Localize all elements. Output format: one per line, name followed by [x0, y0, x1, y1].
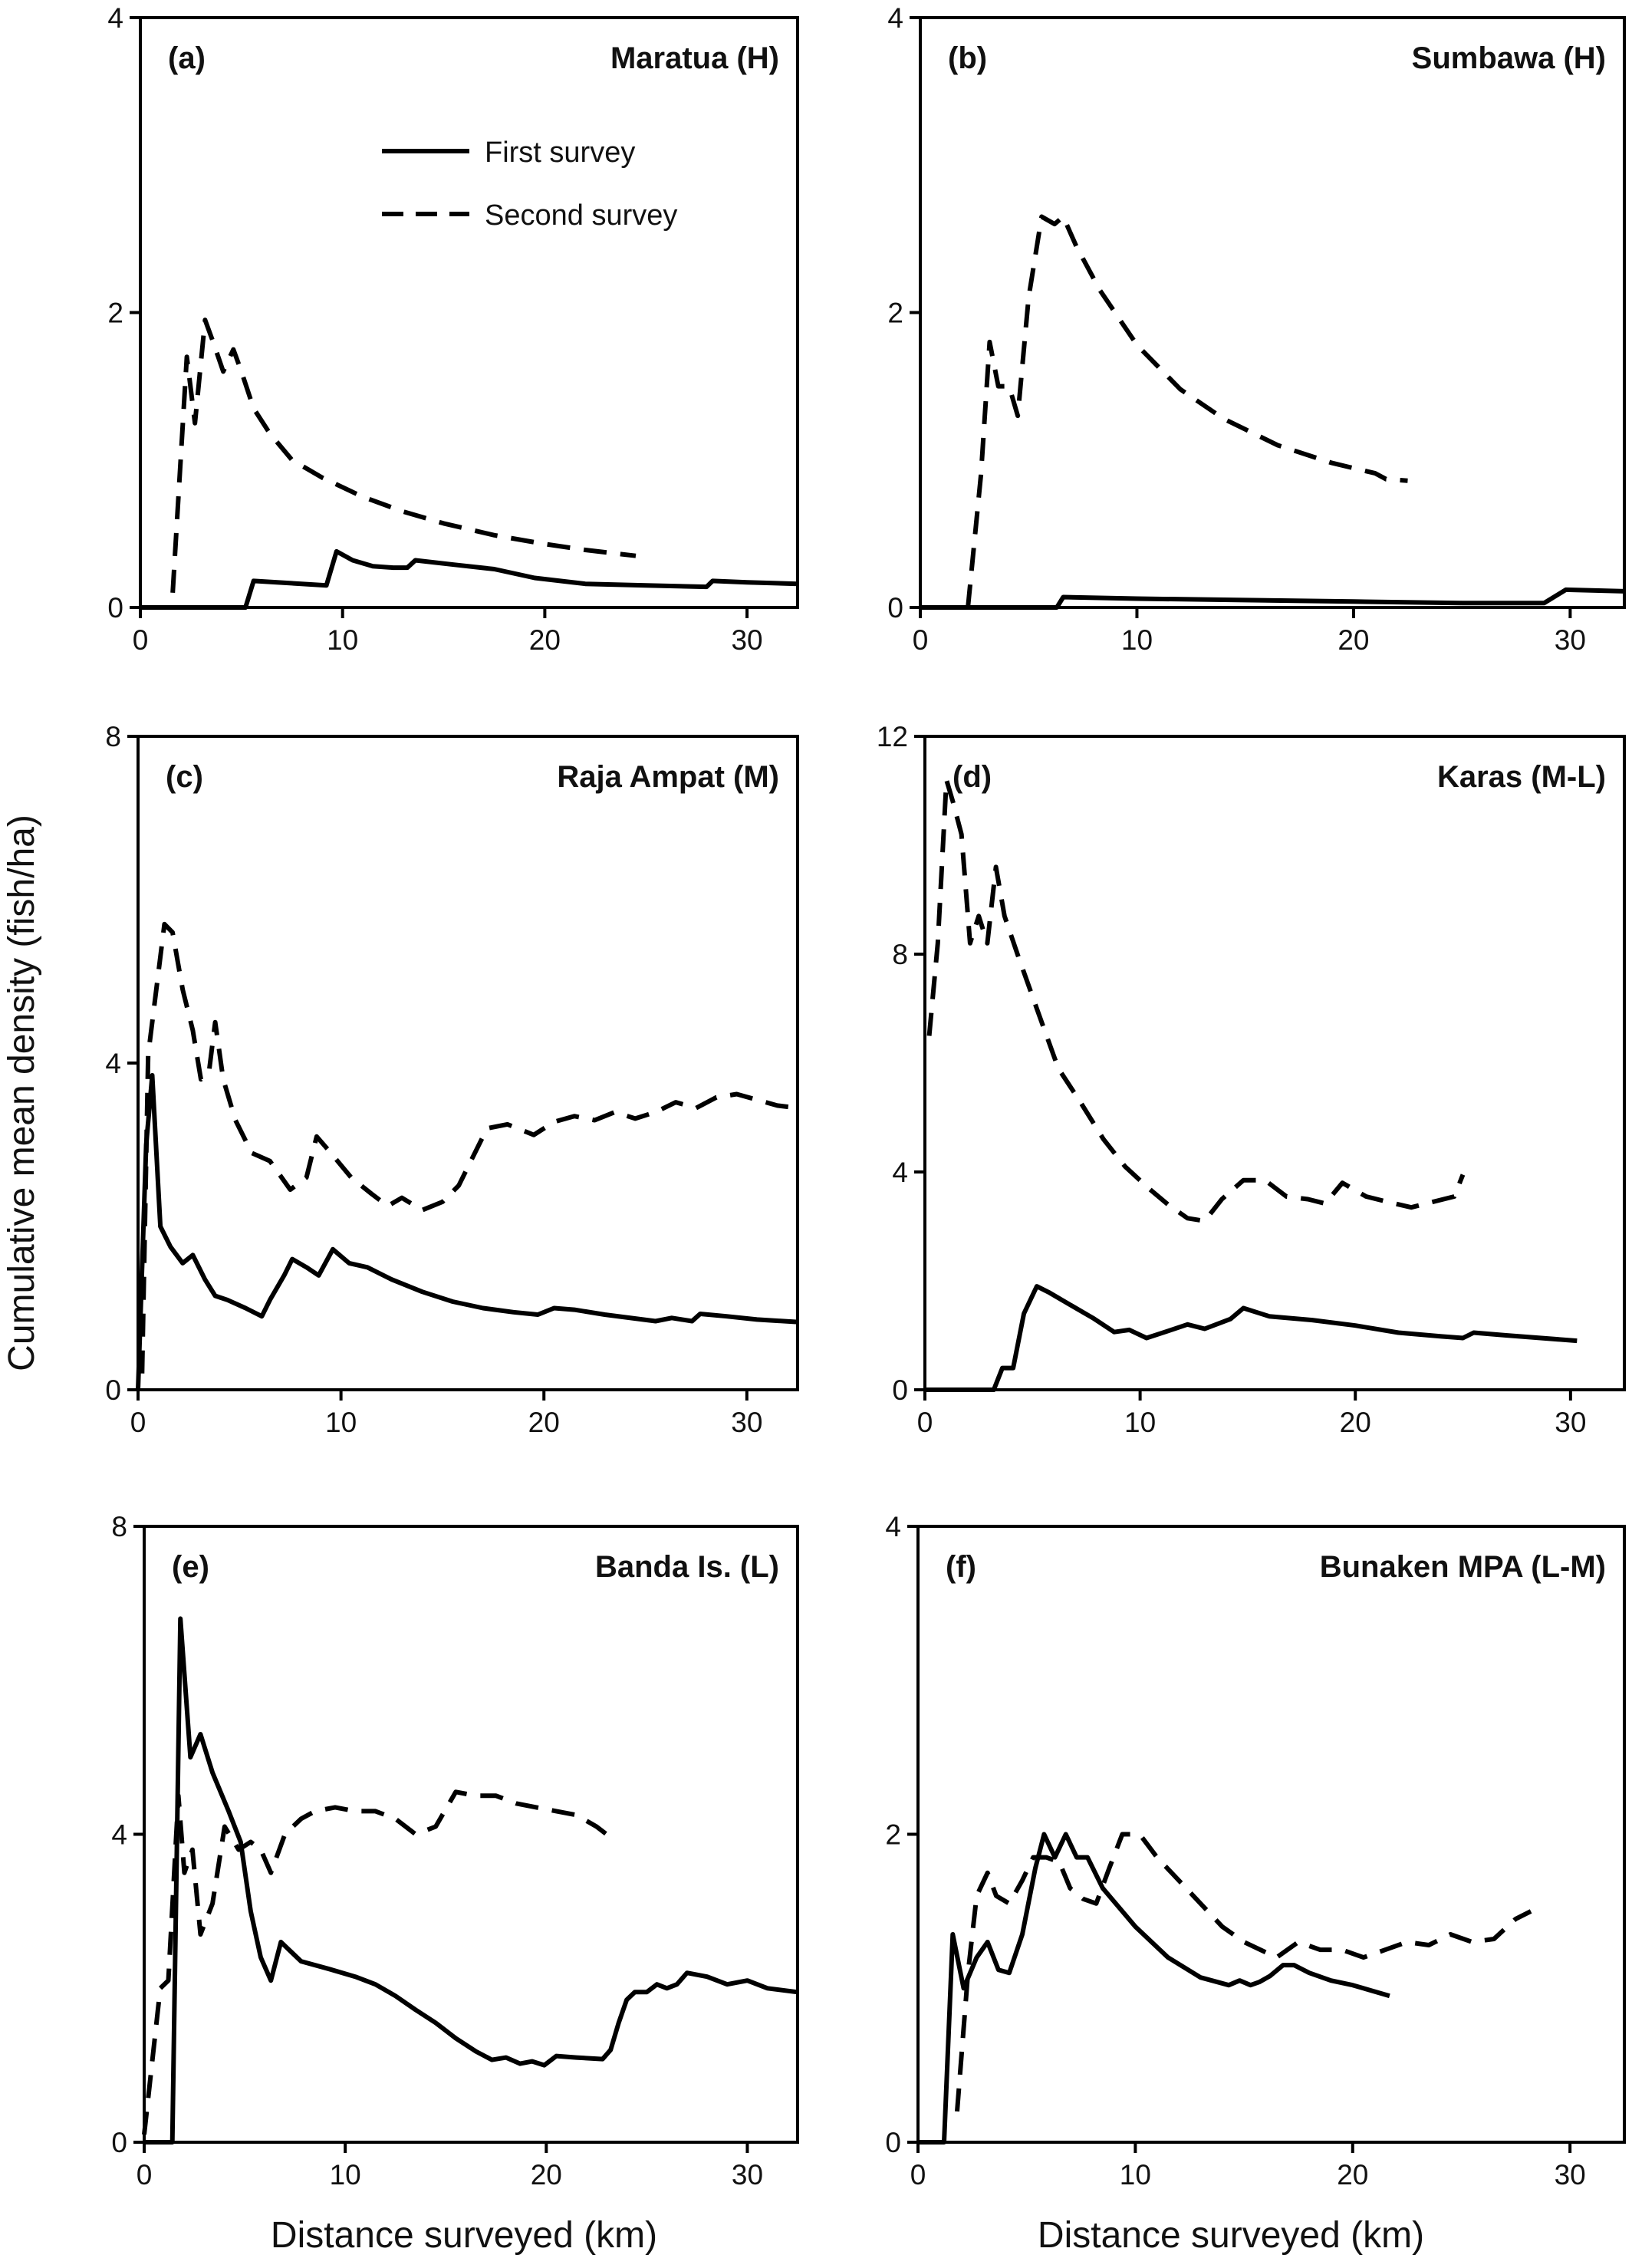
- panel-d-xtick-label-20: 20: [1340, 1407, 1371, 1438]
- panel-d-xtick-label-30: 30: [1555, 1407, 1586, 1438]
- panel-b-series-second-survey: [966, 214, 1408, 608]
- panel-b-xtick-label-0: 0: [913, 624, 929, 656]
- panel-a-ytick-label-4: 4: [107, 2, 123, 34]
- panel-f-xtick-label-30: 30: [1555, 2159, 1586, 2191]
- panel-e: 0 4 8 0 10 20 30 (e) Banda Is. (L): [111, 1511, 799, 2191]
- panel-c-xtick-label-10: 10: [325, 1407, 357, 1438]
- panel-d-title: Karas (M-L): [1437, 760, 1606, 794]
- panel-e-title: Banda Is. (L): [595, 1550, 779, 1584]
- panel-d-frame: [923, 735, 1626, 1391]
- panel-d: 0 4 8 12 0 10 20 30 (d) Karas (M-L): [877, 721, 1626, 1438]
- panel-a-xtick-label-0: 0: [133, 624, 149, 656]
- panel-e-xtick-label-30: 30: [732, 2159, 763, 2191]
- panel-c-title: Raja Ampat (M): [557, 760, 779, 794]
- x-axis-title-left: Distance surveyed (km): [271, 2215, 657, 2256]
- panel-f-xtick-label-10: 10: [1120, 2159, 1151, 2191]
- y-axis-title: Cumulative mean density (fish/ha): [2, 815, 42, 1371]
- panel-e-label: (e): [172, 1550, 209, 1584]
- panel-e-xtick-label-10: 10: [330, 2159, 361, 2191]
- panel-c: 0 4 8 0 10 20 30 (c) Raja Ampat (M): [105, 721, 799, 1438]
- panel-a: 0 2 4 0 10 20 30 (a) Maratua (H): [107, 2, 799, 656]
- panel-d-ytick-label-8: 8: [892, 939, 908, 970]
- panel-b-ytick-label-2: 2: [887, 298, 903, 329]
- panel-d-xtick-label-0: 0: [917, 1407, 933, 1438]
- panel-c-series-second-survey: [140, 921, 798, 1374]
- panel-f-xtick-label-20: 20: [1337, 2159, 1368, 2191]
- panel-c-xtick-label-20: 20: [528, 1407, 560, 1438]
- panel-b-series-first-survey: [920, 587, 1625, 610]
- panel-d-xtick-label-10: 10: [1124, 1407, 1156, 1438]
- panel-a-xtick-label-30: 30: [731, 624, 762, 656]
- panel-e-xtick-label-20: 20: [531, 2159, 562, 2191]
- panel-b-label: (b): [948, 41, 987, 75]
- panel-e-xtick-label-0: 0: [137, 2159, 153, 2191]
- panel-a-series-first-survey: [140, 548, 798, 610]
- panel-a-ytick-label-0: 0: [107, 592, 123, 624]
- panel-f-title: Bunaken MPA (L-M): [1320, 1550, 1606, 1584]
- panel-a-series-second-survey: [170, 318, 637, 593]
- panel-f-ytick-label-2: 2: [885, 1819, 901, 1851]
- panel-c-xtick-label-0: 0: [130, 1407, 146, 1438]
- panel-c-ytick-label-0: 0: [105, 1374, 121, 1406]
- panel-f-label: (f): [946, 1550, 976, 1584]
- panel-b: 0 2 4 0 10 20 30 (b) Sumbawa (H): [887, 2, 1626, 656]
- panel-f-xtick-label-0: 0: [910, 2159, 926, 2191]
- panel-f-series-first-survey: [918, 1832, 1390, 2145]
- panel-b-xtick-label-30: 30: [1555, 624, 1586, 656]
- panel-e-ytick-label-4: 4: [111, 1819, 127, 1851]
- panel-f-ytick-label-0: 0: [885, 2127, 901, 2158]
- panel-a-label: (a): [168, 41, 206, 75]
- legend-label-second-survey: Second survey: [485, 199, 677, 232]
- panel-d-ytick-label-4: 4: [892, 1157, 908, 1188]
- panel-b-title: Sumbawa (H): [1412, 41, 1606, 75]
- panel-a-frame: [139, 16, 799, 609]
- panel-f-series-second-survey: [955, 1832, 1532, 2112]
- panel-a-xtick-label-20: 20: [529, 624, 561, 656]
- panel-a-ytick-label-2: 2: [107, 298, 123, 329]
- legend: First survey Second survey: [382, 137, 677, 232]
- panel-c-series-first-survey: [136, 1073, 798, 1391]
- panel-f-frame: [916, 1525, 1626, 2144]
- panel-d-ytick-label-12: 12: [877, 721, 908, 752]
- panel-b-xtick-label-20: 20: [1338, 624, 1369, 656]
- panel-d-series-second-survey: [926, 777, 1466, 1223]
- panel-c-frame: [137, 735, 799, 1391]
- panel-c-xtick-label-30: 30: [731, 1407, 762, 1438]
- legend-label-first-survey: First survey: [485, 137, 635, 169]
- panel-b-xtick-label-10: 10: [1121, 624, 1153, 656]
- panel-e-series-second-survey: [142, 1789, 618, 2135]
- x-axis-title-right: Distance surveyed (km): [1038, 2215, 1424, 2256]
- panel-d-ytick-label-0: 0: [892, 1374, 908, 1406]
- panel-c-ytick-label-4: 4: [105, 1048, 121, 1079]
- panel-b-ytick-label-0: 0: [887, 592, 903, 624]
- panel-e-series-first-survey: [144, 1616, 798, 2145]
- panel-e-ytick-label-0: 0: [111, 2127, 127, 2158]
- panel-e-ytick-label-8: 8: [111, 1511, 127, 1542]
- panel-c-ytick-label-8: 8: [105, 721, 121, 752]
- panel-a-title: Maratua (H): [610, 41, 779, 75]
- panel-f-ytick-label-4: 4: [885, 1511, 901, 1542]
- panel-d-label: (d): [953, 760, 992, 794]
- panel-a-xtick-label-10: 10: [327, 624, 358, 656]
- panel-b-ytick-label-4: 4: [887, 2, 903, 34]
- panel-d-series-first-survey: [925, 1284, 1578, 1392]
- panel-c-label: (c): [166, 760, 203, 794]
- panel-f: 0 2 4 0 10 20 30 (f) Bunaken MPA (L-M): [885, 1511, 1626, 2191]
